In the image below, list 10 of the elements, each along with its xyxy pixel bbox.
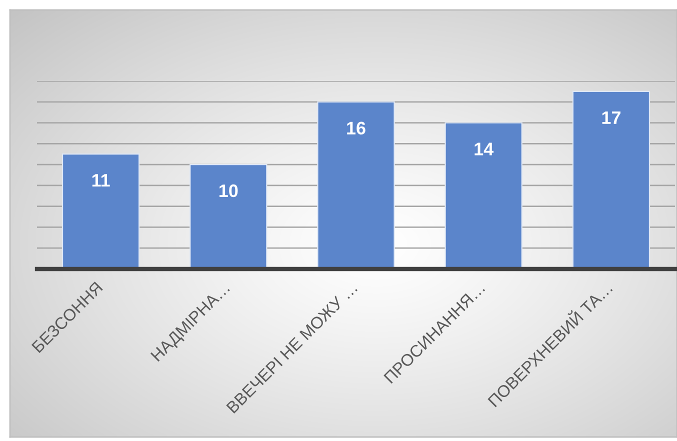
bar bbox=[190, 164, 268, 269]
data-label: 11 bbox=[92, 174, 110, 187]
data-label: 14 bbox=[474, 142, 494, 156]
data-label: 16 bbox=[347, 122, 366, 135]
data-label: 17 bbox=[602, 111, 620, 124]
bar bbox=[444, 122, 522, 269]
bar bbox=[572, 90, 650, 269]
bar bbox=[317, 101, 395, 269]
bar bbox=[62, 154, 140, 269]
data-label: 10 bbox=[219, 184, 238, 198]
